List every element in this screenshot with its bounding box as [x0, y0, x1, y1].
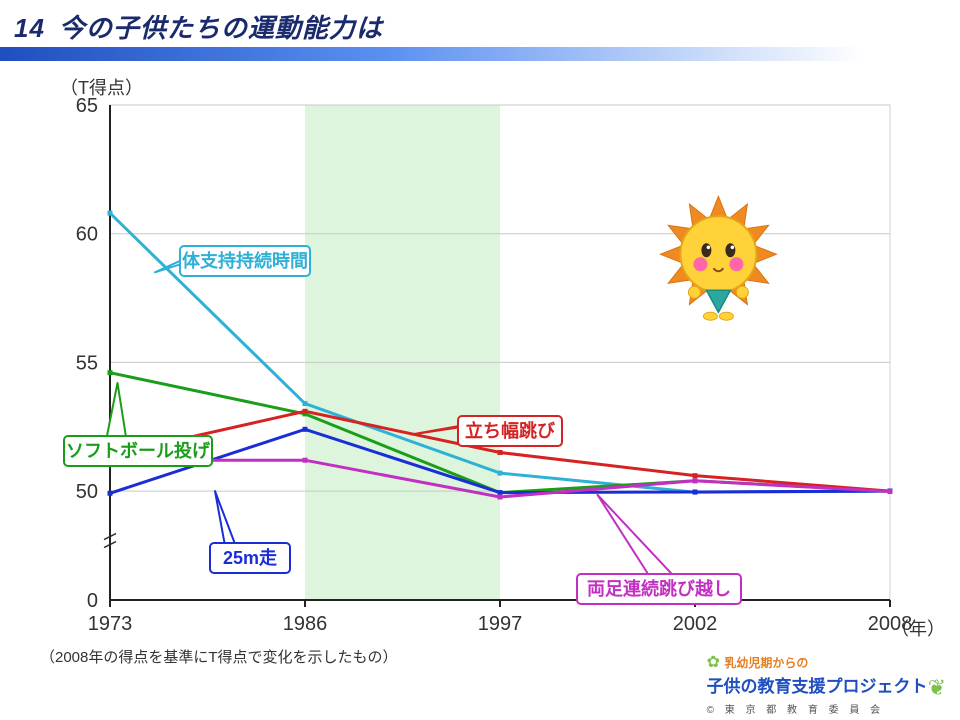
line-chart: 05055606519731986199720022008体支持持続時間ソフトボ… [50, 80, 920, 640]
svg-text:60: 60 [76, 224, 98, 246]
svg-text:2002: 2002 [673, 613, 718, 635]
svg-text:1997: 1997 [478, 613, 523, 635]
svg-text:0: 0 [87, 590, 98, 612]
chart-footnote: （2008年の得点を基準にT得点で変化を示したもの） [40, 646, 398, 667]
footer-logo: ✿ 乳幼児期からの 子供の教育支援プロジェクト❦ © 東 京 都 教 育 委 員… [707, 652, 946, 716]
title-bar: 14 今の子供たちの運動能力は [0, 0, 960, 47]
x-axis-unit: （年） [891, 615, 945, 641]
slide-number: 14 [14, 13, 45, 43]
slide-title: 14 今の子供たちの運動能力は [14, 13, 383, 43]
slide-page: 14今の子供たちの運動能力は （T得点） 0505560651973198619… [0, 0, 960, 720]
chart-container: 05055606519731986199720022008体支持持続時間ソフトボ… [50, 80, 920, 640]
svg-text:両足連続跳び越し: 両足連続跳び越し [587, 578, 731, 599]
logo-line3: © 東 京 都 教 育 委 員 会 [707, 701, 946, 716]
logo-line1: ✿ 乳幼児期からの [707, 652, 946, 672]
svg-text:65: 65 [76, 95, 98, 117]
svg-text:1986: 1986 [283, 613, 328, 635]
svg-text:ソフトボール投げ: ソフトボール投げ [66, 440, 211, 461]
svg-text:1973: 1973 [88, 613, 133, 635]
title-underline-bar [0, 47, 960, 61]
svg-text:50: 50 [76, 481, 98, 503]
svg-text:55: 55 [76, 352, 98, 374]
svg-text:立ち幅跳び: 立ち幅跳び [465, 420, 556, 441]
svg-text:25m走: 25m走 [223, 548, 277, 568]
svg-text:体支持持続時間: 体支持持続時間 [182, 250, 308, 271]
logo-line2: 子供の教育支援プロジェクト❦ [707, 672, 946, 701]
slide-title-text: 今の子供たちの運動能力は [59, 13, 383, 43]
